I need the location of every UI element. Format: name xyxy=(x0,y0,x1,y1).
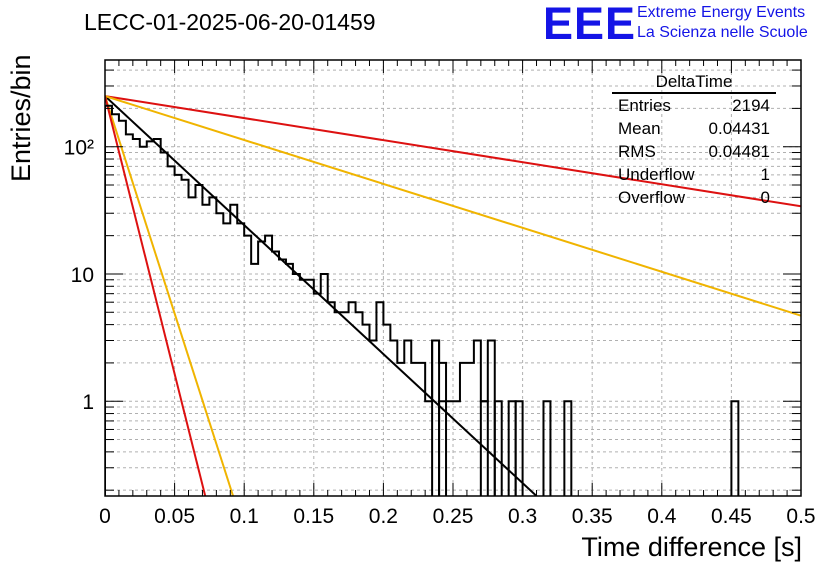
stats-value: 2194 xyxy=(732,96,770,115)
x-tick-label: 0.45 xyxy=(711,505,752,528)
stats-value: 0 xyxy=(760,188,770,207)
histogram-bin xyxy=(563,400,573,496)
eee-logo: EEE xyxy=(543,0,637,49)
x-tick-label: 0.5 xyxy=(786,505,815,528)
fit-curve xyxy=(105,95,235,496)
y-tick-label: 1 xyxy=(82,391,94,414)
histogram-bin xyxy=(479,400,489,496)
histogram-steps xyxy=(105,104,496,496)
x-tick-label: 0.1 xyxy=(230,505,259,528)
x-tick-label: 0.35 xyxy=(572,505,613,528)
y-tick-label: 10² xyxy=(64,137,94,160)
fit-curve xyxy=(105,95,538,496)
x-tick-label: 0.3 xyxy=(508,505,537,528)
y-tick-label: 10 xyxy=(71,264,94,287)
histogram-bin xyxy=(431,339,441,496)
x-tick-label: 0 xyxy=(99,505,111,528)
stats-label: Mean xyxy=(618,119,661,138)
stats-row-rms: RMS 0.04481 xyxy=(612,140,776,163)
stats-label: RMS xyxy=(618,142,656,161)
stats-box: DeltaTime Entries 2194 Mean 0.04431 RMS … xyxy=(612,72,776,209)
y-axis-label: Entries/bin xyxy=(6,54,36,182)
x-tick-label: 0.15 xyxy=(293,505,334,528)
stats-value: 1 xyxy=(760,165,770,184)
x-axis-label: Time difference [s] xyxy=(581,532,802,562)
stats-row-overflow: Overflow 0 xyxy=(612,186,776,209)
stats-row-mean: Mean 0.04431 xyxy=(612,117,776,140)
stats-value: 0.04431 xyxy=(708,119,770,138)
stats-label: Entries xyxy=(618,96,671,115)
histogram-bin xyxy=(438,400,448,496)
histogram-bin xyxy=(514,400,524,496)
fit-curve xyxy=(105,95,207,496)
histogram-bin xyxy=(493,400,503,496)
x-tick-label: 0.2 xyxy=(369,505,398,528)
run-title: LECC-01-2025-06-20-01459 xyxy=(84,9,376,35)
x-tick-label: 0.05 xyxy=(154,505,195,528)
stats-value: 0.04481 xyxy=(708,142,770,161)
org-name-line2: La Scienza nelle Scuole xyxy=(637,24,808,41)
stats-title: DeltaTime xyxy=(612,72,776,94)
x-tick-label: 0.25 xyxy=(433,505,474,528)
fit-curve xyxy=(105,95,801,317)
stats-label: Underflow xyxy=(618,165,695,184)
fit-curve xyxy=(105,95,801,208)
x-tick-label: 0.4 xyxy=(647,505,677,528)
histogram-bin xyxy=(507,400,517,496)
histogram-bin xyxy=(542,400,552,496)
org-name-line1: Extreme Energy Events xyxy=(637,4,806,21)
stats-label: Overflow xyxy=(618,188,686,207)
stats-row-entries: Entries 2194 xyxy=(612,94,776,117)
histogram-bin xyxy=(730,400,740,496)
stats-row-underflow: Underflow 1 xyxy=(612,163,776,186)
